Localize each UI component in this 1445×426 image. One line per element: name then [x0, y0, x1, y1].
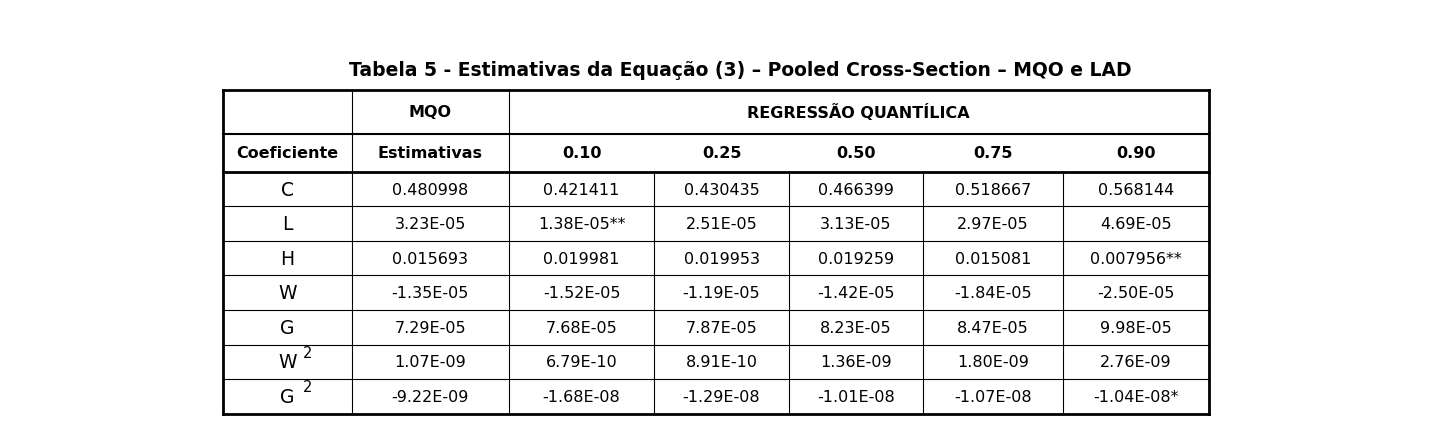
Text: 3.23E-05: 3.23E-05	[394, 217, 467, 232]
Text: 0.10: 0.10	[562, 146, 601, 161]
Text: -1.35E-05: -1.35E-05	[392, 285, 470, 300]
Text: W: W	[279, 284, 296, 302]
Text: G: G	[280, 387, 295, 406]
Text: 1.07E-09: 1.07E-09	[394, 354, 467, 369]
Text: 7.29E-05: 7.29E-05	[394, 320, 467, 335]
Text: -1.84E-05: -1.84E-05	[954, 285, 1032, 300]
Text: L: L	[282, 215, 293, 233]
Text: 2: 2	[303, 345, 312, 360]
Text: 0.019953: 0.019953	[683, 251, 760, 266]
Text: -2.50E-05: -2.50E-05	[1097, 285, 1175, 300]
Text: 8.23E-05: 8.23E-05	[821, 320, 892, 335]
Text: 0.015081: 0.015081	[955, 251, 1032, 266]
Text: 2: 2	[303, 379, 312, 394]
Text: 0.421411: 0.421411	[543, 182, 620, 197]
Text: 0.518667: 0.518667	[955, 182, 1032, 197]
Text: -9.22E-09: -9.22E-09	[392, 389, 470, 404]
Text: -1.19E-05: -1.19E-05	[682, 285, 760, 300]
Text: 0.007956**: 0.007956**	[1090, 251, 1182, 266]
Text: Coeficiente: Coeficiente	[237, 146, 338, 161]
Text: 0.019259: 0.019259	[818, 251, 894, 266]
Text: 0.466399: 0.466399	[818, 182, 894, 197]
Text: -1.04E-08*: -1.04E-08*	[1092, 389, 1179, 404]
Text: 1.38E-05**: 1.38E-05**	[538, 217, 626, 232]
Text: -1.07E-08: -1.07E-08	[954, 389, 1032, 404]
Text: 0.50: 0.50	[837, 146, 876, 161]
Text: 4.69E-05: 4.69E-05	[1100, 217, 1172, 232]
Text: -1.29E-08: -1.29E-08	[682, 389, 760, 404]
Text: -1.42E-05: -1.42E-05	[818, 285, 894, 300]
Text: 8.47E-05: 8.47E-05	[957, 320, 1029, 335]
Text: MQO: MQO	[409, 105, 452, 120]
Text: 1.80E-09: 1.80E-09	[957, 354, 1029, 369]
Text: 7.87E-05: 7.87E-05	[685, 320, 757, 335]
Text: G: G	[280, 318, 295, 337]
Text: 0.25: 0.25	[702, 146, 741, 161]
Text: 8.91E-10: 8.91E-10	[685, 354, 757, 369]
Text: 0.480998: 0.480998	[392, 182, 468, 197]
Text: 0.430435: 0.430435	[683, 182, 760, 197]
Text: C: C	[282, 180, 295, 199]
Text: 0.015693: 0.015693	[393, 251, 468, 266]
Text: 0.75: 0.75	[974, 146, 1013, 161]
Text: 7.68E-05: 7.68E-05	[546, 320, 617, 335]
Text: 2.97E-05: 2.97E-05	[957, 217, 1029, 232]
Text: 9.98E-05: 9.98E-05	[1100, 320, 1172, 335]
Text: Estimativas: Estimativas	[377, 146, 483, 161]
Text: W: W	[279, 352, 296, 371]
Text: 6.79E-10: 6.79E-10	[546, 354, 617, 369]
Text: Tabela 5 - Estimativas da Equação (3) – Pooled Cross-Section – MQO e LAD: Tabela 5 - Estimativas da Equação (3) – …	[350, 61, 1131, 80]
Text: 2.51E-05: 2.51E-05	[685, 217, 757, 232]
Text: REGRESSÃO QUANTÍLICA: REGRESSÃO QUANTÍLICA	[747, 104, 970, 121]
Text: -1.01E-08: -1.01E-08	[816, 389, 894, 404]
Text: H: H	[280, 249, 295, 268]
Text: 0.568144: 0.568144	[1098, 182, 1173, 197]
Text: -1.68E-08: -1.68E-08	[543, 389, 620, 404]
Text: 3.13E-05: 3.13E-05	[821, 217, 892, 232]
Text: 0.90: 0.90	[1116, 146, 1156, 161]
Text: 0.019981: 0.019981	[543, 251, 620, 266]
Text: 1.36E-09: 1.36E-09	[821, 354, 892, 369]
Text: -1.52E-05: -1.52E-05	[543, 285, 620, 300]
Text: 2.76E-09: 2.76E-09	[1100, 354, 1172, 369]
